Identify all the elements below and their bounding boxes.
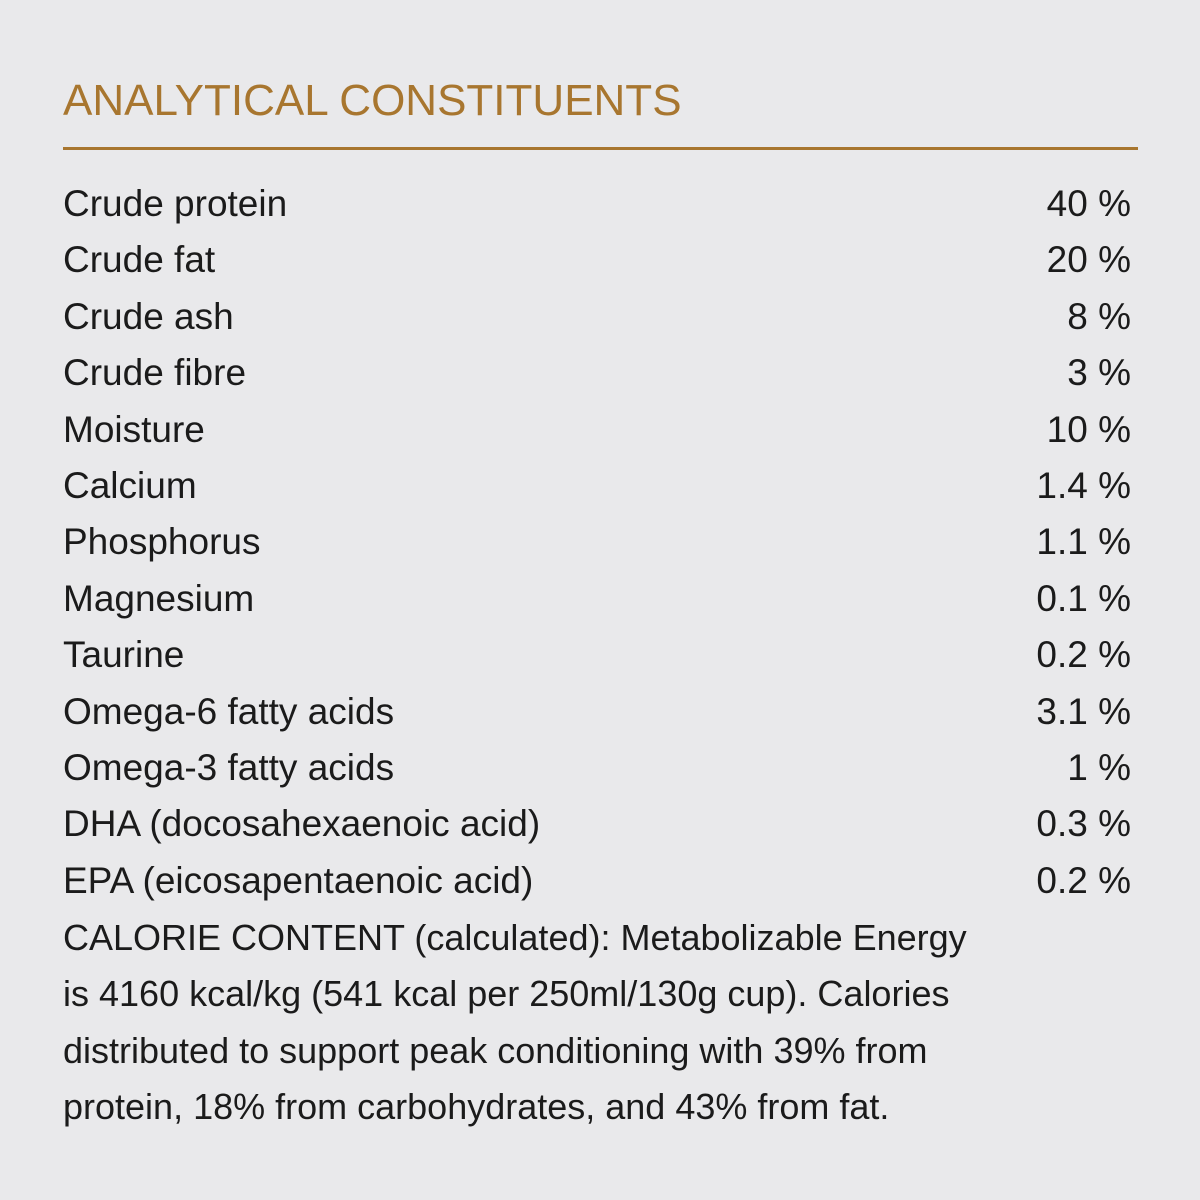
constituent-value: 0.1 % <box>1036 577 1131 619</box>
table-row: Calcium 1.4 % <box>63 461 1131 511</box>
note-line: is 4160 kcal/kg (541 kcal per 250ml/130g… <box>63 973 950 1015</box>
table-row: Magnesium 0.1 % <box>63 574 1131 624</box>
table-row: Crude fibre 3 % <box>63 348 1131 398</box>
table-row: Omega-3 fatty acids 1 % <box>63 743 1131 793</box>
constituent-value: 3 % <box>1067 352 1131 394</box>
constituent-name: Taurine <box>63 634 185 676</box>
constituent-value: 1.4 % <box>1036 465 1131 506</box>
table-row: DHA (docosahexaenoic acid) 0.3 % <box>63 799 1131 849</box>
constituent-value: 40 % <box>1046 183 1131 224</box>
constituent-value: 0.2 % <box>1036 859 1131 901</box>
constituent-value: 0.3 % <box>1036 803 1131 845</box>
note-line: CALORIE CONTENT (calculated): Metaboliza… <box>63 917 967 958</box>
constituent-name: DHA (docosahexaenoic acid) <box>63 803 541 845</box>
constituent-name: Magnesium <box>63 577 255 619</box>
constituent-value: 10 % <box>1046 408 1131 450</box>
table-row: Omega-6 fatty acids 3.1 % <box>63 687 1131 737</box>
table-row: Moisture 10 % <box>63 405 1131 455</box>
constituent-name: Crude protein <box>63 183 288 224</box>
constituent-name: Omega-6 fatty acids <box>63 690 395 732</box>
constituent-value: 20 % <box>1046 239 1131 281</box>
table-row: Crude ash 8 % <box>63 292 1131 342</box>
constituent-name: Moisture <box>63 408 205 450</box>
constituent-name: Crude fibre <box>63 352 247 394</box>
constituent-value: 8 % <box>1067 295 1131 337</box>
constituent-name: EPA (eicosapentaenoic acid) <box>63 859 534 901</box>
constituent-name: Crude ash <box>63 295 234 337</box>
note-line: protein, 18% from carbohydrates, and 43%… <box>63 1086 890 1128</box>
constituent-value: 1 % <box>1067 747 1131 788</box>
table-row: Phosphorus 1.1 % <box>63 517 1131 567</box>
title: ANALYTICAL CONSTITUENTS <box>63 76 682 125</box>
constituent-value: 1.1 % <box>1036 521 1131 563</box>
constituent-name: Calcium <box>63 465 197 506</box>
note-line: distributed to support peak conditioning… <box>63 1029 928 1071</box>
table-row: Taurine 0.2 % <box>63 630 1131 680</box>
table-row: Crude fat 20 % <box>63 235 1131 285</box>
constituent-name: Omega-3 fatty acids <box>63 747 395 788</box>
constituent-value: 0.2 % <box>1036 634 1131 676</box>
constituent-name: Crude fat <box>63 239 216 281</box>
constituent-value: 3.1 % <box>1036 690 1131 732</box>
table-row: EPA (eicosapentaenoic acid) 0.2 % <box>63 856 1131 906</box>
divider <box>63 147 1138 150</box>
constituent-name: Phosphorus <box>63 521 261 563</box>
table-row: Crude protein 40 % <box>63 179 1131 229</box>
